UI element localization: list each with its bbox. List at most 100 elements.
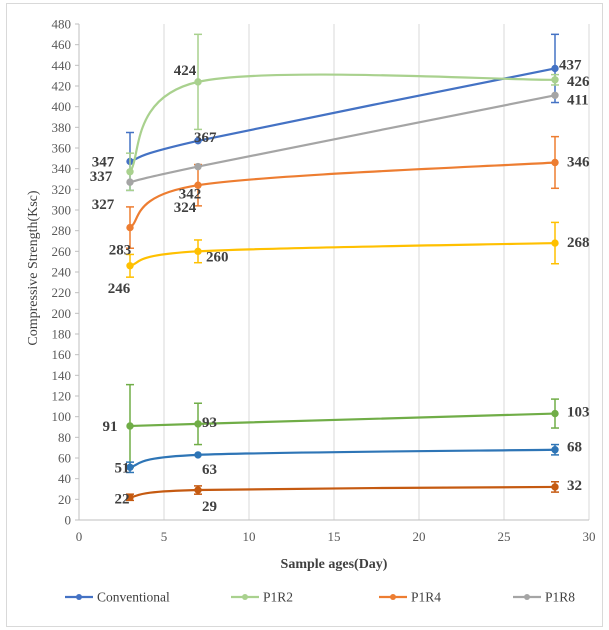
y-tick-label: 40 xyxy=(58,471,71,486)
legend-marker xyxy=(390,594,396,600)
legend-item-p1r8: P1R8 xyxy=(513,590,575,605)
data-point xyxy=(551,239,559,247)
data-point xyxy=(126,223,134,232)
y-tick-label: 220 xyxy=(52,285,72,300)
series-P1R2 xyxy=(126,33,559,192)
data-point xyxy=(126,463,134,471)
data-point xyxy=(126,262,134,270)
data-point xyxy=(551,91,559,100)
data-label: 32 xyxy=(567,478,582,494)
data-label: 426 xyxy=(567,74,590,90)
series-unlabeled-7 xyxy=(126,481,559,502)
data-point xyxy=(126,493,134,501)
legend-item-p1r4: P1R4 xyxy=(379,590,441,605)
y-tick-label: 140 xyxy=(52,368,72,383)
y-tick-label: 320 xyxy=(52,182,72,197)
legend-label: P1R4 xyxy=(411,590,441,605)
data-label: 268 xyxy=(567,235,590,251)
data-label: 347 xyxy=(92,154,115,170)
x-tick-label: 20 xyxy=(413,529,426,544)
series-line xyxy=(129,161,556,229)
series-Conventional xyxy=(126,33,559,192)
series-unlabeled-5 xyxy=(126,383,559,469)
x-tick-label: 0 xyxy=(76,529,83,544)
legend-label: P1R2 xyxy=(263,590,293,605)
y-tick-label: 300 xyxy=(52,203,72,218)
series-unlabeled-4 xyxy=(126,221,559,278)
data-label: 51 xyxy=(115,460,130,476)
data-label: 327 xyxy=(92,197,115,213)
y-tick-label: 100 xyxy=(52,409,72,424)
legend-marker xyxy=(242,594,248,600)
y-tick-label: 460 xyxy=(52,37,72,52)
data-label: 342 xyxy=(179,187,202,203)
y-tick-label: 180 xyxy=(52,327,72,342)
data-point xyxy=(126,178,134,186)
y-tick-label: 20 xyxy=(58,492,71,507)
legend-item-conventional: Conventional xyxy=(65,590,170,605)
legend: Conventional P1R2 P1R4 P1R8 xyxy=(65,590,575,605)
series-line xyxy=(129,448,556,469)
y-tick-label: 280 xyxy=(52,223,72,238)
data-label: 22 xyxy=(115,491,130,507)
data-label: 91 xyxy=(103,419,118,435)
series-P1R4 xyxy=(126,135,559,249)
data-label: 437 xyxy=(559,57,582,73)
y-tick-label: 340 xyxy=(52,161,72,176)
data-label: 346 xyxy=(567,154,590,170)
series-line xyxy=(129,94,556,184)
x-tick-label: 10 xyxy=(243,529,256,544)
axis-layer: 0 5 10 15 20 25 300204060801001201401601802002… xyxy=(52,17,596,545)
data-label: 411 xyxy=(567,92,589,108)
y-tick-label: 160 xyxy=(52,347,72,362)
data-point xyxy=(126,422,134,430)
data-point xyxy=(551,409,559,418)
grid-layer xyxy=(163,24,590,520)
y-tick-label: 480 xyxy=(52,17,72,32)
data-point xyxy=(551,483,559,491)
data-point xyxy=(194,181,202,189)
x-tick-label: 25 xyxy=(498,529,511,544)
y-tick-label: 120 xyxy=(52,389,72,404)
data-label: 324 xyxy=(174,200,197,216)
data-label: 246 xyxy=(108,281,131,297)
data-point xyxy=(551,76,559,84)
y-tick-label: 260 xyxy=(52,244,72,259)
series-P1R8 xyxy=(126,91,559,186)
y-tick-label: 60 xyxy=(58,451,71,466)
data-label: 424 xyxy=(174,63,197,79)
y-tick-label: 440 xyxy=(52,58,72,73)
data-point xyxy=(126,168,134,176)
y-tick-label: 80 xyxy=(58,430,71,445)
data-point xyxy=(194,486,202,494)
data-point xyxy=(194,78,202,86)
y-axis-title: Compressive Strength(Ksc) xyxy=(26,190,41,345)
data-label: 68 xyxy=(567,440,582,456)
data-point xyxy=(194,420,202,428)
data-label: 63 xyxy=(202,462,217,478)
series-line xyxy=(129,73,556,173)
data-point xyxy=(194,137,202,145)
data-label: 93 xyxy=(202,415,217,431)
x-axis-title: Sample ages(Day) xyxy=(281,557,388,572)
series-layer xyxy=(126,33,559,502)
y-tick-label: 420 xyxy=(52,79,72,94)
y-tick-label: 0 xyxy=(65,513,72,528)
data-label: 367 xyxy=(194,130,217,146)
x-tick-label: 15 xyxy=(328,529,341,544)
y-tick-label: 400 xyxy=(52,99,72,114)
series-line xyxy=(129,412,556,428)
label-layer: 347 367 437 337 424 426 283 324 346 327 342 411 246 2… xyxy=(90,57,590,515)
data-point xyxy=(551,158,559,167)
y-tick-label: 360 xyxy=(52,141,72,156)
series-line xyxy=(129,67,556,163)
x-tick-label: 30 xyxy=(583,529,596,544)
data-point xyxy=(551,446,559,454)
data-label: 29 xyxy=(202,499,217,515)
series-unlabeled-6 xyxy=(126,443,559,474)
data-point xyxy=(194,162,202,171)
y-tick-label: 240 xyxy=(52,265,72,280)
x-tick-label: 5 xyxy=(161,529,168,544)
legend-item-p1r2: P1R2 xyxy=(231,590,293,605)
